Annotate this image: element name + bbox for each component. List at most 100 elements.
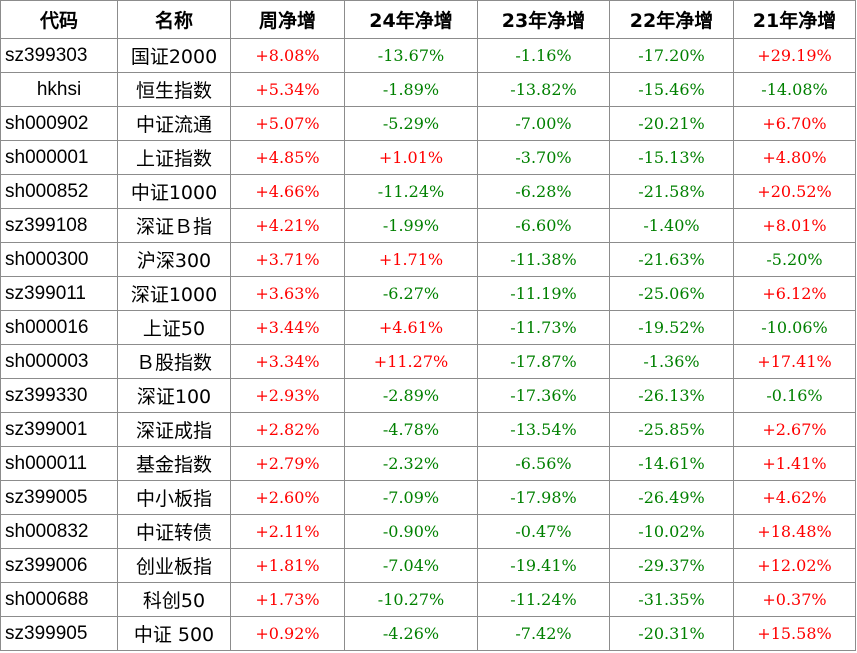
cell-week-change: +4.66% bbox=[230, 174, 345, 209]
cell-2024-change: +1.01% bbox=[344, 140, 478, 175]
cell-2024-change: -13.67% bbox=[344, 38, 478, 73]
cell-name: 沪深300 bbox=[117, 242, 231, 277]
cell-2022-change: -25.06% bbox=[609, 276, 734, 311]
cell-name: 创业板指 bbox=[117, 548, 231, 583]
cell-name: 恒生指数 bbox=[117, 72, 231, 107]
cell-2022-change: -21.58% bbox=[609, 174, 734, 209]
header-week-change: 周净增 bbox=[230, 0, 345, 39]
table-row: sh000852 中证1000 +4.66% -11.24% -6.28% -2… bbox=[0, 174, 856, 209]
cell-code: sz399011 bbox=[0, 276, 118, 311]
cell-2024-change: -1.89% bbox=[344, 72, 478, 107]
cell-2024-change: -4.26% bbox=[344, 616, 478, 651]
cell-code: sh000011 bbox=[0, 446, 118, 481]
cell-week-change: +2.60% bbox=[230, 480, 345, 515]
cell-name: 中证1000 bbox=[117, 174, 231, 209]
table-row: sz399905 中证 500 +0.92% -4.26% -7.42% -20… bbox=[0, 616, 856, 651]
table-row: sz399330 深证100 +2.93% -2.89% -17.36% -26… bbox=[0, 378, 856, 413]
cell-2024-change: -5.29% bbox=[344, 106, 478, 141]
table-row: sh000300 沪深300 +3.71% +1.71% -11.38% -21… bbox=[0, 242, 856, 277]
cell-name: 上证指数 bbox=[117, 140, 231, 175]
cell-2024-change: -4.78% bbox=[344, 412, 478, 447]
cell-2022-change: -1.40% bbox=[609, 208, 734, 243]
table-row: sh000001 上证指数 +4.85% +1.01% -3.70% -15.1… bbox=[0, 140, 856, 175]
cell-2021-change: -5.20% bbox=[733, 242, 856, 277]
table-row: sh000016 上证50 +3.44% +4.61% -11.73% -19.… bbox=[0, 310, 856, 345]
cell-week-change: +2.82% bbox=[230, 412, 345, 447]
cell-code: sz399108 bbox=[0, 208, 118, 243]
table-row: sh000902 中证流通 +5.07% -5.29% -7.00% -20.2… bbox=[0, 106, 856, 141]
header-row: 代码 名称 周净增 24年净增 23年净增 22年净增 21年净增 bbox=[0, 0, 856, 39]
cell-name: Ｂ股指数 bbox=[117, 344, 231, 379]
cell-week-change: +5.07% bbox=[230, 106, 345, 141]
cell-2022-change: -15.13% bbox=[609, 140, 734, 175]
cell-2021-change: +18.48% bbox=[733, 514, 856, 549]
table-row: sz399303 国证2000 +8.08% -13.67% -1.16% -1… bbox=[0, 38, 856, 73]
cell-2023-change: -3.70% bbox=[477, 140, 610, 175]
cell-week-change: +1.81% bbox=[230, 548, 345, 583]
cell-name: 上证50 bbox=[117, 310, 231, 345]
cell-name: 中小板指 bbox=[117, 480, 231, 515]
cell-2024-change: +1.71% bbox=[344, 242, 478, 277]
cell-name: 中证 500 bbox=[117, 616, 231, 651]
header-2024-change: 24年净增 bbox=[344, 0, 478, 39]
cell-2023-change: -7.42% bbox=[477, 616, 610, 651]
cell-2021-change: +0.37% bbox=[733, 582, 856, 617]
cell-code: sz399005 bbox=[0, 480, 118, 515]
cell-2022-change: -17.20% bbox=[609, 38, 734, 73]
cell-code: sz399905 bbox=[0, 616, 118, 651]
cell-2021-change: +2.67% bbox=[733, 412, 856, 447]
cell-2023-change: -17.98% bbox=[477, 480, 610, 515]
cell-2022-change: -25.85% bbox=[609, 412, 734, 447]
cell-2024-change: -7.09% bbox=[344, 480, 478, 515]
header-2021-change: 21年净增 bbox=[733, 0, 856, 39]
cell-code: sh000001 bbox=[0, 140, 118, 175]
cell-2023-change: -6.56% bbox=[477, 446, 610, 481]
cell-2022-change: -26.49% bbox=[609, 480, 734, 515]
cell-2024-change: -0.90% bbox=[344, 514, 478, 549]
cell-code: sh000688 bbox=[0, 582, 118, 617]
cell-week-change: +3.71% bbox=[230, 242, 345, 277]
cell-week-change: +5.34% bbox=[230, 72, 345, 107]
cell-2021-change: +17.41% bbox=[733, 344, 856, 379]
cell-code: sz399006 bbox=[0, 548, 118, 583]
table-row: sz399006 创业板指 +1.81% -7.04% -19.41% -29.… bbox=[0, 548, 856, 583]
table-row: sh000003 Ｂ股指数 +3.34% +11.27% -17.87% -1.… bbox=[0, 344, 856, 379]
table-row: sz399108 深证Ｂ指 +4.21% -1.99% -6.60% -1.40… bbox=[0, 208, 856, 243]
cell-2022-change: -31.35% bbox=[609, 582, 734, 617]
cell-code: sh000003 bbox=[0, 344, 118, 379]
cell-code: sz399001 bbox=[0, 412, 118, 447]
cell-2023-change: -11.38% bbox=[477, 242, 610, 277]
cell-2022-change: -10.02% bbox=[609, 514, 734, 549]
cell-2023-change: -17.87% bbox=[477, 344, 610, 379]
cell-name: 基金指数 bbox=[117, 446, 231, 481]
cell-2024-change: -11.24% bbox=[344, 174, 478, 209]
cell-2023-change: -0.47% bbox=[477, 514, 610, 549]
cell-2021-change: +6.70% bbox=[733, 106, 856, 141]
cell-2021-change: +8.01% bbox=[733, 208, 856, 243]
cell-2021-change: +20.52% bbox=[733, 174, 856, 209]
cell-2021-change: +15.58% bbox=[733, 616, 856, 651]
cell-2023-change: -7.00% bbox=[477, 106, 610, 141]
cell-2021-change: +4.62% bbox=[733, 480, 856, 515]
cell-2023-change: -13.54% bbox=[477, 412, 610, 447]
header-code: 代码 bbox=[0, 0, 118, 39]
cell-name: 深证Ｂ指 bbox=[117, 208, 231, 243]
cell-2022-change: -19.52% bbox=[609, 310, 734, 345]
cell-week-change: +2.93% bbox=[230, 378, 345, 413]
cell-2022-change: -29.37% bbox=[609, 548, 734, 583]
cell-2022-change: -21.63% bbox=[609, 242, 734, 277]
cell-week-change: +4.21% bbox=[230, 208, 345, 243]
cell-2024-change: -2.89% bbox=[344, 378, 478, 413]
cell-name: 深证100 bbox=[117, 378, 231, 413]
header-2022-change: 22年净增 bbox=[609, 0, 734, 39]
cell-week-change: +3.63% bbox=[230, 276, 345, 311]
cell-code: sz399330 bbox=[0, 378, 118, 413]
cell-2022-change: -15.46% bbox=[609, 72, 734, 107]
cell-2024-change: -7.04% bbox=[344, 548, 478, 583]
header-name: 名称 bbox=[117, 0, 231, 39]
table-row: sz399001 深证成指 +2.82% -4.78% -13.54% -25.… bbox=[0, 412, 856, 447]
cell-week-change: +1.73% bbox=[230, 582, 345, 617]
cell-2024-change: +4.61% bbox=[344, 310, 478, 345]
cell-week-change: +2.11% bbox=[230, 514, 345, 549]
cell-name: 科创50 bbox=[117, 582, 231, 617]
